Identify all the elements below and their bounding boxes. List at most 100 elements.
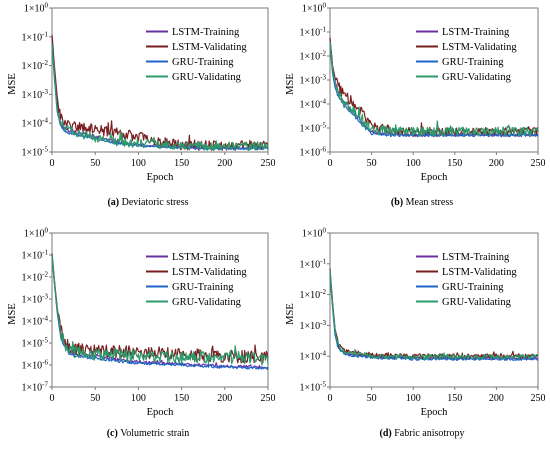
x-tick-label: 0 xyxy=(328,158,333,169)
series-group xyxy=(51,34,269,151)
legend: LSTM-Training LSTM-Validating GRU-Training… xyxy=(146,252,247,308)
y-tick-label: 1×10-2 xyxy=(22,271,49,284)
y-tick-label: 1×100 xyxy=(24,2,49,15)
x-axis-label: Epoch xyxy=(147,407,175,418)
series-group xyxy=(329,37,539,138)
legend-entry: GRU-Training xyxy=(172,57,234,68)
x-tick-label: 50 xyxy=(367,393,377,404)
legend-entry: GRU-Validating xyxy=(442,72,512,83)
y-axis-label: MSE xyxy=(7,303,18,325)
x-tick-label: 100 xyxy=(406,158,421,169)
chart-panel-b: 1×10-6 1×10-5 1×10-4 1×10-3 1×10-2 1×10-1 1×10… xyxy=(285,2,546,209)
y-tick-label: 1×100 xyxy=(302,2,327,15)
x-tick-label: 250 xyxy=(531,158,546,169)
legend-entry: GRU-Training xyxy=(442,57,504,68)
y-tick-label: 1×100 xyxy=(302,227,327,240)
series-line-gru-training xyxy=(329,44,539,138)
legend: LSTM-Training LSTM-Validating GRU-Training… xyxy=(146,27,247,83)
x-tick-label: 250 xyxy=(261,158,276,169)
y-tick-label: 1×10-6 xyxy=(22,359,49,372)
series-line-gru-validating xyxy=(51,43,269,151)
y-tick-label: 1×10-4 xyxy=(22,117,49,130)
y-tick-label: 1×10-5 xyxy=(22,146,49,159)
x-tick-label: 50 xyxy=(90,393,100,404)
chart-panel-c: 1×10-7 1×10-6 1×10-5 1×10-4 1×10-3 1×10-2 1×10… xyxy=(7,227,276,440)
x-tick-label: 0 xyxy=(50,393,55,404)
x-tick-label: 250 xyxy=(261,393,276,404)
series-line-gru-validating xyxy=(329,270,539,360)
series-line-gru-training xyxy=(329,276,539,361)
x-tick-label: 250 xyxy=(531,393,546,404)
panel-caption: (b) Mean stress xyxy=(391,197,453,208)
x-axis-label: Epoch xyxy=(421,172,449,183)
x-tick-label: 0 xyxy=(50,158,55,169)
series-group xyxy=(51,253,269,371)
x-tick-label: 150 xyxy=(174,158,189,169)
y-tick-label: 1×10-2 xyxy=(300,50,327,63)
series-line-lstm-validating xyxy=(51,253,269,364)
y-tick-label: 1×10-1 xyxy=(300,26,327,39)
x-tick-label: 150 xyxy=(174,393,189,404)
series-line-gru-validating xyxy=(329,41,539,137)
legend-entry: GRU-Training xyxy=(172,282,234,293)
x-tick-label: 0 xyxy=(328,393,333,404)
y-tick-label: 1×10-4 xyxy=(300,98,327,111)
legend-entry: LSTM-Training xyxy=(442,252,510,263)
y-tick-label: 1×10-2 xyxy=(300,288,327,301)
x-tick-label: 100 xyxy=(131,393,146,404)
y-tick-label: 1×10-7 xyxy=(22,381,49,394)
y-tick-label: 1×10-1 xyxy=(22,249,49,262)
y-axis-label: MSE xyxy=(285,73,296,95)
y-tick-label: 1×10-4 xyxy=(300,350,327,363)
x-tick-label: 50 xyxy=(90,158,100,169)
panel-caption: (d) Fabric anisotropy xyxy=(380,428,465,439)
x-axis-label: Epoch xyxy=(421,407,449,418)
y-tick-label: 1×10-1 xyxy=(22,30,49,43)
x-tick-label: 200 xyxy=(489,158,504,169)
legend-entry: LSTM-Validating xyxy=(442,42,517,53)
panel-caption: (a) Deviatoric stress xyxy=(107,197,188,208)
series-line-lstm-training xyxy=(329,39,539,138)
y-axis-label: MSE xyxy=(7,73,18,95)
series-line-gru-validating xyxy=(51,255,269,366)
legend-entry: GRU-Validating xyxy=(172,297,242,308)
x-tick-label: 200 xyxy=(489,393,504,404)
y-tick-label: 1×10-3 xyxy=(300,319,327,332)
x-tick-label: 200 xyxy=(217,393,232,404)
legend-entry: LSTM-Validating xyxy=(442,267,517,278)
x-axis-label: Epoch xyxy=(147,172,175,183)
plot-frame xyxy=(51,7,269,153)
series-line-lstm-training xyxy=(51,36,269,150)
legend-entry: GRU-Validating xyxy=(172,72,242,83)
series-line-gru-training xyxy=(51,257,269,371)
legend-entry: GRU-Training xyxy=(442,282,504,293)
y-tick-label: 1×10-3 xyxy=(22,293,49,306)
y-tick-label: 1×10-4 xyxy=(22,315,49,328)
x-tick-label: 150 xyxy=(447,158,462,169)
x-tick-label: 100 xyxy=(131,158,146,169)
legend-entry: LSTM-Training xyxy=(172,27,240,38)
legend-entry: LSTM-Validating xyxy=(172,42,247,53)
legend: LSTM-Training LSTM-Validating GRU-Training… xyxy=(416,27,517,83)
legend-entry: GRU-Validating xyxy=(442,297,512,308)
y-tick-label: 1×10-1 xyxy=(300,257,327,270)
x-tick-label: 100 xyxy=(406,393,421,404)
plot-frame xyxy=(329,232,539,388)
y-tick-label: 1×10-5 xyxy=(22,337,49,350)
legend-entry: LSTM-Validating xyxy=(172,267,247,278)
y-tick-label: 1×100 xyxy=(24,227,49,240)
chart-panel-d: 1×10-5 1×10-4 1×10-3 1×10-2 1×10-1 1×100 0 50 10… xyxy=(285,227,546,440)
legend-entry: LSTM-Training xyxy=(172,252,240,263)
chart-panel-a: 1×10-5 1×10-4 1×10-3 1×10-2 1×10-1 1×100 0 50 10… xyxy=(7,2,276,209)
series-group xyxy=(329,268,539,361)
x-tick-label: 50 xyxy=(367,158,377,169)
y-tick-label: 1×10-3 xyxy=(22,88,49,101)
x-tick-label: 200 xyxy=(217,158,232,169)
panel-caption: (c) Volumetric strain xyxy=(107,428,190,439)
legend: LSTM-Training LSTM-Validating GRU-Training… xyxy=(416,252,517,308)
y-tick-label: 1×10-6 xyxy=(300,146,327,159)
y-axis-label: MSE xyxy=(285,303,296,325)
y-tick-label: 1×10-5 xyxy=(300,122,327,135)
